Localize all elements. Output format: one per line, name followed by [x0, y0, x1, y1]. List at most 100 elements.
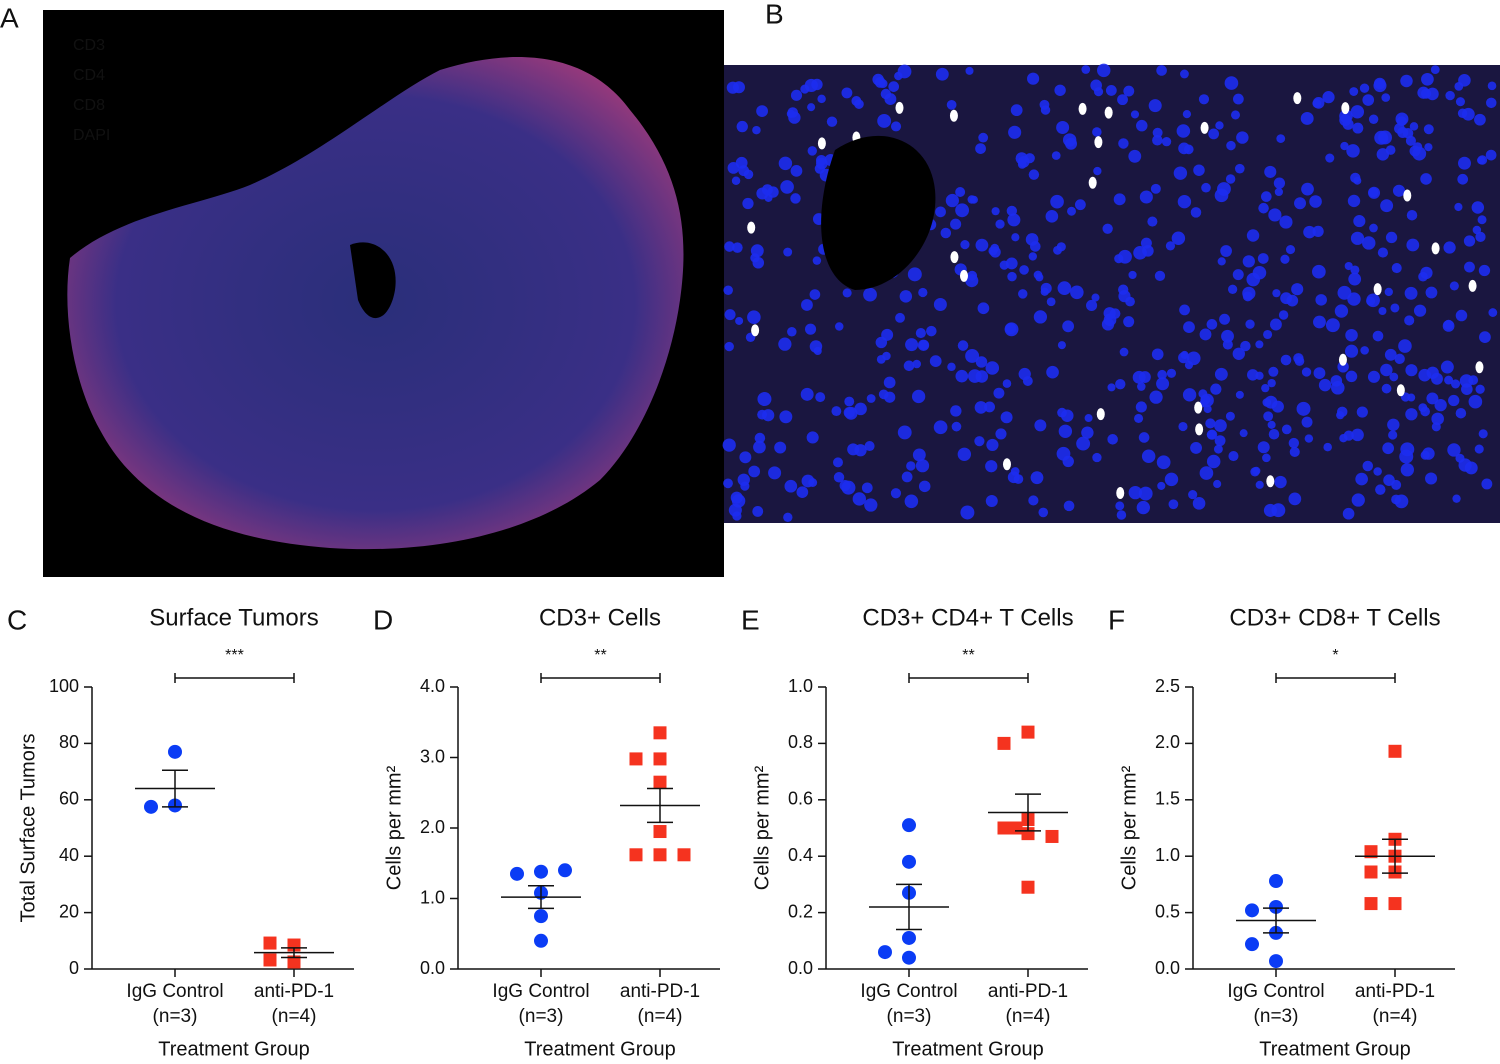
nucleus [1040, 282, 1052, 294]
nucleus [1447, 443, 1461, 457]
nucleus [1230, 110, 1241, 120]
nucleus [1152, 134, 1163, 146]
nucleus [1334, 304, 1349, 318]
nucleus [1331, 381, 1345, 395]
nucleus [906, 461, 916, 471]
nucleus [1348, 272, 1362, 286]
nucleus [739, 451, 752, 464]
nucleus [1276, 134, 1286, 143]
nucleus [1430, 65, 1440, 74]
nucleus [757, 409, 768, 420]
nucleus [1214, 419, 1227, 433]
y-tick-label: 100 [49, 676, 79, 696]
y-tick-label: 1.0 [1155, 845, 1180, 865]
n-label: (n=4) [272, 1006, 317, 1027]
nucleus [756, 105, 768, 117]
nucleus [1018, 289, 1028, 299]
nucleus [993, 387, 1005, 399]
cd4-cell [1104, 106, 1113, 119]
nucleus [787, 326, 797, 337]
nucleus [1149, 390, 1163, 404]
y-axis-label: Cells per mm² [383, 765, 405, 890]
nucleus [1173, 166, 1188, 180]
nucleus [1152, 127, 1163, 138]
nucleus [1067, 206, 1076, 216]
nucleus [1346, 144, 1360, 158]
nucleus [1293, 353, 1304, 364]
cd4-cell [1396, 384, 1405, 397]
nucleus [1400, 74, 1413, 88]
x-tick-label: anti-PD-1 [254, 981, 334, 1002]
sem-bar [528, 885, 554, 910]
nucleus [1300, 111, 1314, 125]
nucleus [1035, 273, 1044, 282]
nucleus [1190, 441, 1202, 454]
nucleus [809, 340, 823, 353]
nucleus [1400, 442, 1415, 457]
chart-title: Surface Tumors [149, 604, 318, 631]
nucleus [790, 193, 801, 204]
nucleus [732, 242, 743, 253]
nucleus [752, 506, 764, 517]
nucleus [1206, 429, 1218, 440]
nucleus [1235, 390, 1244, 399]
nucleus [1464, 261, 1475, 273]
y-tick-label: 1.5 [1155, 789, 1180, 809]
cd4-cell [817, 137, 826, 150]
nucleus [1039, 99, 1050, 110]
nucleus [1050, 194, 1064, 209]
nucleus [1179, 304, 1190, 316]
nucleus [809, 289, 821, 300]
nucleus [1418, 271, 1428, 282]
nucleus [854, 444, 867, 457]
nucleus [1225, 411, 1235, 421]
nucleus [752, 256, 765, 269]
n-label: (n=3) [153, 1006, 198, 1027]
nucleus [1228, 451, 1239, 462]
nucleus [1150, 183, 1161, 194]
data-point [1269, 954, 1283, 969]
data-point [629, 848, 643, 862]
nucleus [1004, 322, 1019, 337]
nucleus [1406, 209, 1418, 221]
nucleus [863, 287, 877, 302]
nucleus [1289, 446, 1300, 457]
nucleus [841, 87, 853, 99]
nucleus [965, 348, 980, 363]
x-tick-label: anti-PD-1 [620, 981, 700, 1002]
nucleus [1240, 340, 1251, 352]
nucleus [951, 421, 962, 432]
nucleus [861, 482, 873, 494]
data-point [263, 953, 277, 967]
nucleus [1177, 194, 1192, 209]
nucleus [1084, 414, 1093, 423]
nucleus [1214, 435, 1226, 447]
nucleus [1468, 394, 1483, 409]
nucleus [1444, 375, 1454, 385]
nucleus [1312, 99, 1322, 108]
nucleus [783, 512, 793, 522]
nucleus [1107, 434, 1118, 445]
nucleus [1213, 479, 1222, 489]
y-axis-label: Cells per mm² [751, 765, 773, 890]
nucleus [1217, 182, 1231, 196]
nucleus [754, 432, 766, 444]
x-axis-label: Treatment Group [892, 1038, 1044, 1060]
data-point [629, 752, 643, 766]
data-point [653, 825, 667, 839]
nucleus [1257, 253, 1269, 264]
nucleus [1313, 367, 1326, 379]
nucleus [880, 88, 892, 100]
nucleus [1117, 94, 1128, 106]
nucleus [831, 406, 842, 417]
nucleus [807, 146, 817, 156]
nucleus [1443, 241, 1456, 254]
nucleus [1278, 310, 1289, 320]
nucleus [750, 244, 764, 258]
nucleus [1161, 137, 1172, 147]
nucleus [1217, 257, 1226, 266]
nucleus [1280, 292, 1293, 305]
nucleus [1123, 316, 1135, 328]
nucleus [1431, 412, 1444, 426]
nucleus [1426, 392, 1439, 405]
